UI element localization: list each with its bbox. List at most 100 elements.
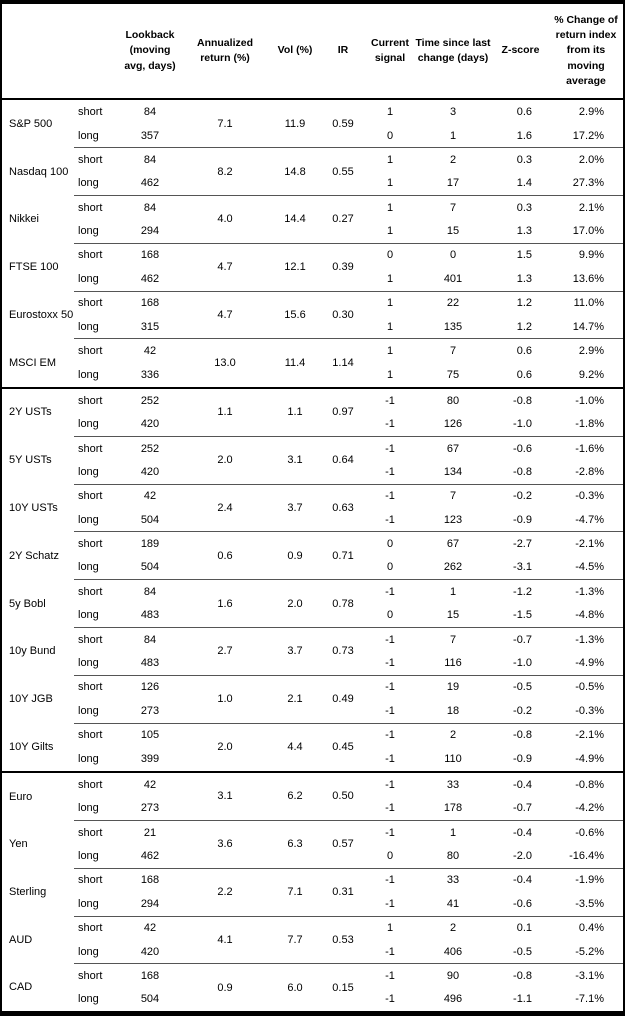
lookback-value: 462	[140, 177, 160, 190]
horizon-short-label: short	[74, 722, 120, 747]
ir-value: 0.15	[320, 963, 366, 1011]
lookback-value: 483	[140, 609, 160, 622]
horizon-short-label: short	[74, 770, 120, 797]
current-signal-value: 0	[366, 531, 414, 556]
ir-value: 0.97	[320, 386, 366, 437]
lookback-value: 336	[140, 368, 160, 381]
asset-row-short: FTSE 100 short 168 4.7 12.1 0.39 0 0 1.5 9.9%	[2, 242, 623, 292]
asset-name: 2Y USTs	[2, 386, 74, 437]
pct-change-value: 9.2%	[578, 368, 604, 381]
current-signal-value: -1	[385, 465, 395, 478]
asset-name: Sterling	[9, 886, 47, 899]
lookback-value: 462	[140, 850, 160, 863]
pct-change-value: -1.9%	[549, 867, 623, 893]
zscore-value: -0.4	[492, 770, 549, 797]
horizon-short-label: short	[74, 435, 120, 461]
current-signal-value: -1	[366, 722, 414, 747]
lookback-value: 84	[120, 195, 180, 220]
lookback-value: 42	[120, 483, 180, 508]
vol-value: 3.7	[270, 626, 320, 676]
horizon-long-label: long	[78, 897, 99, 910]
zscore-value: 1.3	[516, 225, 532, 238]
ir-value: 0.53	[320, 915, 366, 964]
asset-row-long: long 315 1 135 1.2 14.7%	[2, 315, 623, 339]
zscore-value: 0.3	[492, 147, 549, 172]
current-signal-value: 1	[386, 105, 394, 118]
lookback-value: 294	[140, 897, 160, 910]
vol-value: 3.7	[270, 483, 320, 532]
ir-value: 0.64	[320, 435, 366, 485]
annualized-return-value: 2.0	[180, 722, 270, 772]
pct-change-value: 2.9%	[578, 105, 604, 118]
current-signal-value: 1	[386, 272, 394, 285]
annualized-return-value: 2.7	[180, 626, 270, 676]
zscore-value: 0.6	[516, 368, 532, 381]
pct-change-value: -1.3%	[549, 626, 623, 652]
pct-change-value: -4.9%	[575, 752, 604, 765]
zscore-value: -0.4	[492, 867, 549, 893]
asset-row-long: long 504 -1 496 -1.1 -7.1%	[2, 988, 623, 1011]
lookback-value: 273	[140, 802, 160, 815]
zscore-value: 0.6	[516, 105, 532, 118]
annualized-return-value: 4.7	[180, 242, 270, 292]
asset-row-long: long 504 -1 123 -0.9 -4.7%	[2, 508, 623, 532]
asset-name: 10Y Gilts	[9, 740, 54, 753]
asset-name: Nasdaq 100	[9, 165, 69, 178]
time-since-value: 19	[414, 674, 492, 700]
current-signal-value: 0	[366, 242, 414, 268]
pct-change-value: 0.4%	[549, 915, 623, 940]
pct-change-value: 2.0%	[549, 147, 623, 172]
horizon-long-label: long	[78, 993, 99, 1006]
asset-row-short: Sterling short 168 2.2 7.1 0.31 -1 33 -0.4 -1.9%	[2, 867, 623, 917]
asset-column-header	[2, 4, 74, 100]
lookback-value: 357	[140, 129, 160, 142]
time-since-value: 75	[446, 368, 460, 381]
annualized-return-value: 2.4	[180, 483, 270, 532]
ir-value: 0.63	[320, 483, 366, 532]
time-since-value: 401	[443, 272, 463, 285]
zscore-value: 1.2	[516, 320, 532, 333]
asset-row-long: long 462 1 17 1.4 27.3%	[2, 172, 623, 196]
pct-change-value: 17.0%	[572, 225, 604, 238]
zscore-value: -0.9	[513, 752, 532, 765]
time-since-value: 15	[446, 609, 460, 622]
lookback-value: 126	[120, 674, 180, 700]
asset-row-short: 2Y Schatz short 189 0.6 0.9 0.71 0 67 -2.7 -2.1%	[2, 531, 623, 580]
current-signal-value: -1	[366, 483, 414, 508]
horizon-long-label: long	[78, 418, 99, 431]
zscore-value: -0.8	[492, 963, 549, 988]
zscore-value: 1.5	[492, 242, 549, 268]
horizon-short-label: short	[74, 242, 120, 268]
time-since-value: 0	[414, 242, 492, 268]
current-signal-value: 1	[366, 915, 414, 940]
vol-value: 0.9	[270, 531, 320, 580]
pct-change-value: -0.3%	[549, 483, 623, 508]
horizon-long-label: long	[78, 609, 99, 622]
asset-row-short: AUD short 42 4.1 7.7 0.53 1 2 0.1 0.4%	[2, 915, 623, 964]
annualized-return-value: 0.6	[180, 531, 270, 580]
asset-row-long: long 483 0 15 -1.5 -4.8%	[2, 604, 623, 628]
pct-change-value: -16.4%	[569, 850, 604, 863]
pct-change-value: -4.7%	[575, 513, 604, 526]
vol-value: 11.4	[270, 338, 320, 388]
zscore-value: -0.8	[513, 465, 532, 478]
pct-change-value: 2.1%	[549, 195, 623, 220]
horizon-short-label: short	[74, 147, 120, 172]
annualized-return-value: 1.0	[180, 674, 270, 724]
lookback-value: 504	[140, 561, 160, 574]
lookback-value: 168	[120, 963, 180, 988]
time-since-value: 2	[414, 147, 492, 172]
pct-change-value: -1.8%	[575, 418, 604, 431]
horizon-short-label: short	[74, 626, 120, 652]
current-signal-value: -1	[366, 819, 414, 845]
lookback-value: 420	[140, 418, 160, 431]
ir-value: 0.31	[320, 867, 366, 917]
zscore-value: 1.6	[516, 129, 532, 142]
current-signal-value: -1	[385, 897, 395, 910]
horizon-short-label: short	[74, 531, 120, 556]
current-signal-value: 0	[386, 850, 394, 863]
ir-value: 0.57	[320, 819, 366, 869]
lookback-value: 504	[140, 993, 160, 1006]
lookback-value: 105	[120, 722, 180, 747]
vol-value: 14.4	[270, 195, 320, 244]
